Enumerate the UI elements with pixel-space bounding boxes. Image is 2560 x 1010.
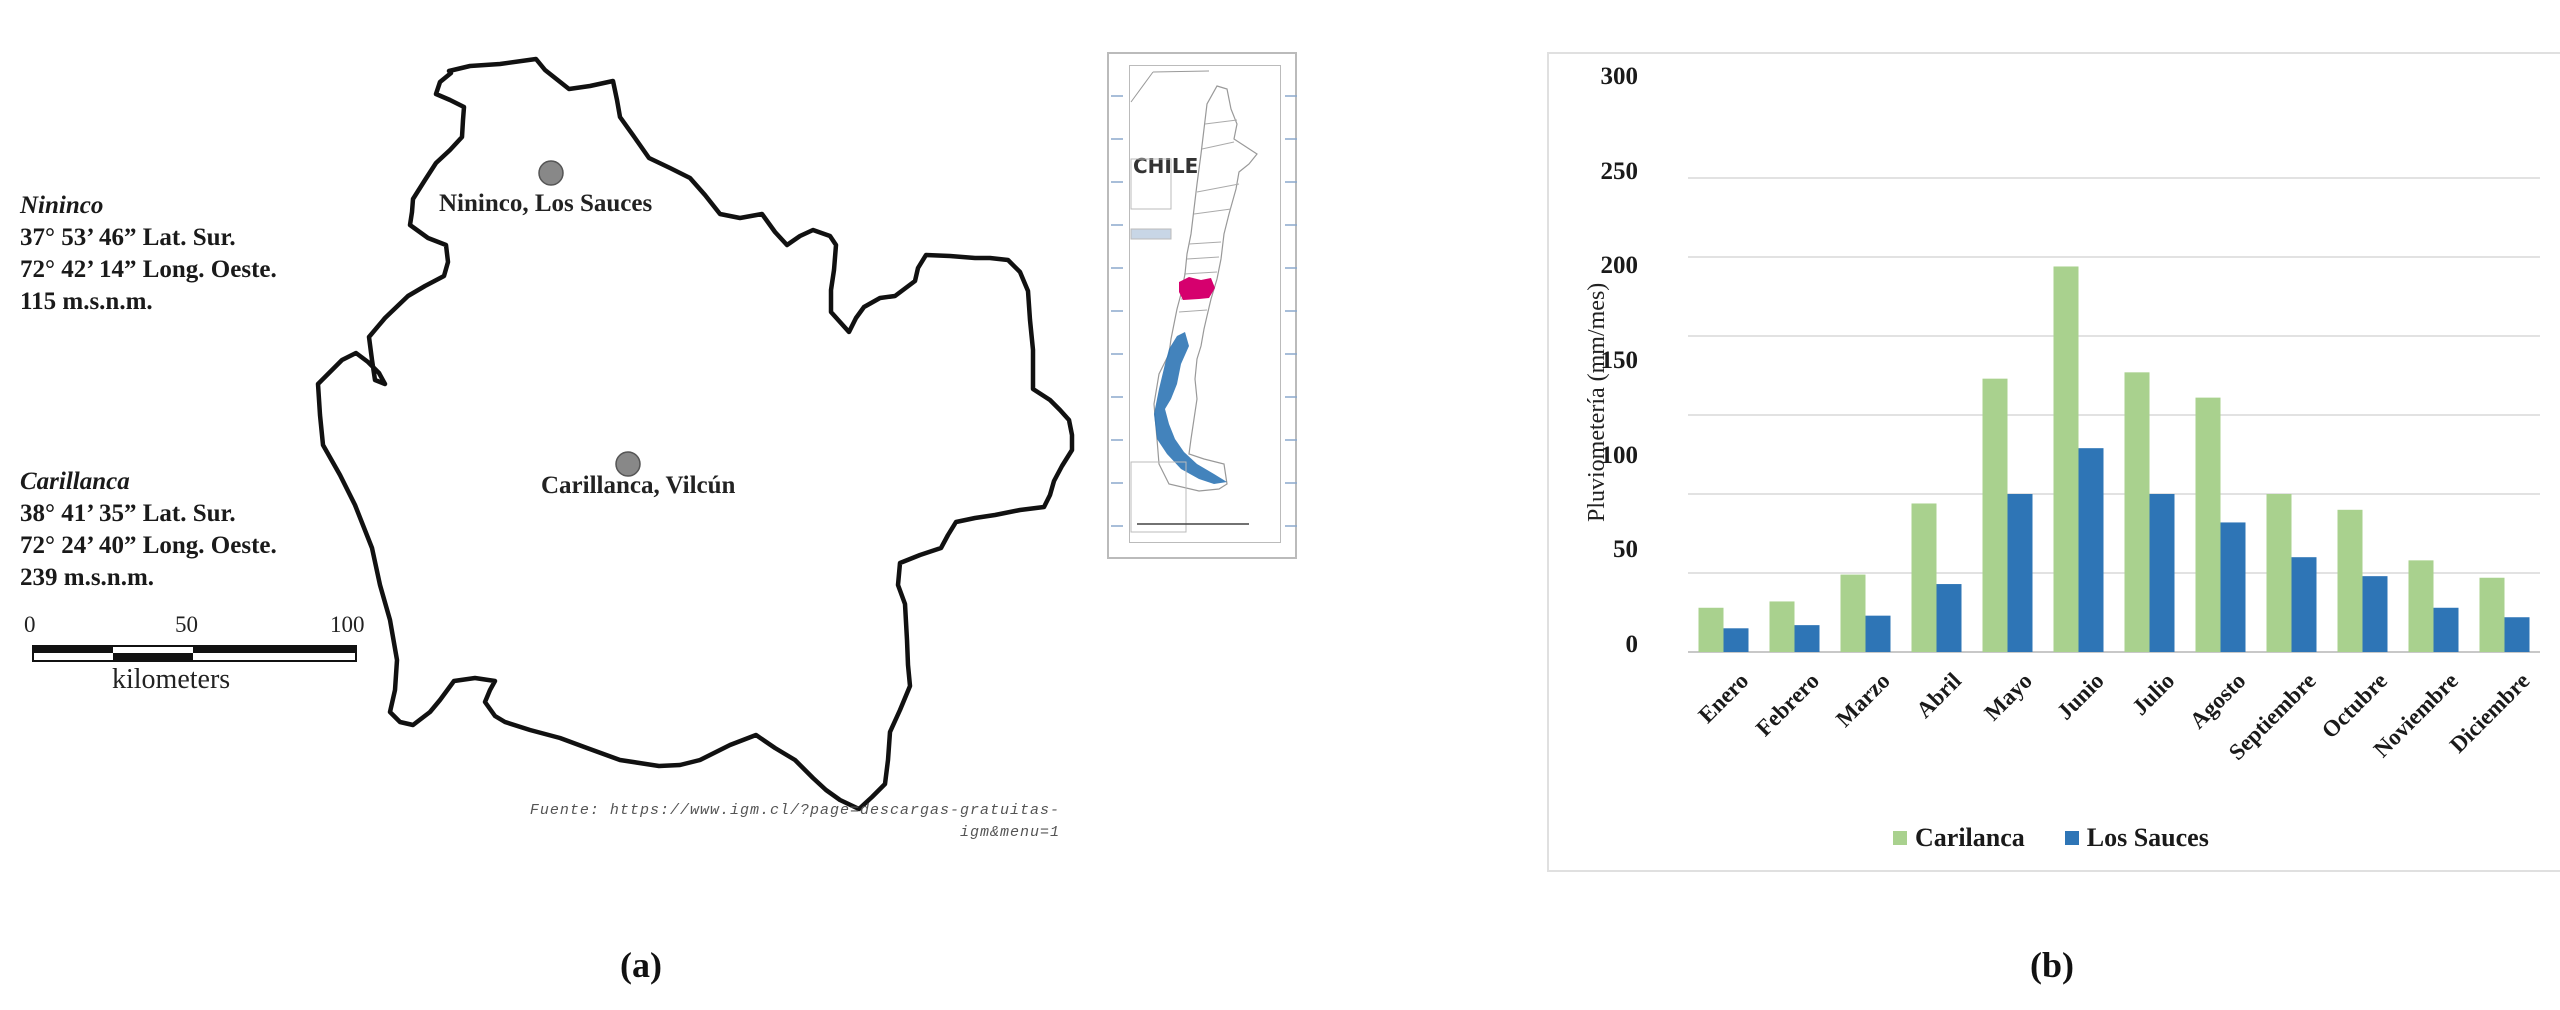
source-line-1: Fuente: https://www.igm.cl/?page=descarg…: [529, 802, 1060, 819]
station-info-carillanca: Carillanca 38° 41’ 35” Lat. Sur. 72° 24’…: [20, 466, 277, 594]
bar-los-sauces-mayo: [2007, 494, 2033, 652]
bar-los-sauces-enero: [1723, 628, 1749, 652]
bar-carilanca-mayo: [1982, 378, 2008, 652]
bar-los-sauces-diciembre: [2504, 617, 2530, 652]
station-lon: 72° 24’ 40” Long. Oeste.: [20, 532, 277, 559]
panel-label-b: (b): [2030, 945, 2074, 985]
chart-frame: [1547, 52, 2560, 872]
scale-unit: kilometers: [112, 664, 231, 695]
bar-los-sauces-agosto: [2220, 522, 2246, 652]
highlight-region: [1179, 277, 1215, 300]
bar-los-sauces-abril: [1936, 584, 1962, 652]
y-tick-0: 0: [1625, 631, 1639, 658]
station-lon: 72° 42’ 14” Long. Oeste.: [20, 256, 277, 283]
station-lat: 38° 41’ 35” Lat. Sur.: [20, 500, 236, 527]
inset-inner-frame: [1129, 65, 1281, 543]
station-alt: 239 m.s.n.m.: [20, 564, 155, 591]
source-citation: Fuente: https://www.igm.cl/?page=descarg…: [380, 800, 1060, 844]
panel-label-a: (a): [620, 945, 662, 985]
legend-label: Los Sauces: [2086, 823, 2209, 852]
legend-swatch-blue-icon: [2064, 831, 2079, 845]
inset-title: CHILE: [1133, 154, 1199, 178]
map-label-nininco: Nininco, Los Sauces: [439, 190, 653, 217]
y-tick-200: 200: [1600, 252, 1639, 279]
bar-los-sauces-septiembre: [2291, 557, 2317, 652]
bar-carilanca-marzo: [1840, 574, 1866, 652]
region-outline-map: [315, 56, 1075, 812]
bar-carilanca-abril: [1911, 503, 1937, 652]
station-marker-nininco: [538, 160, 564, 186]
y-tick-300: 300: [1600, 63, 1639, 90]
y-tick-250: 250: [1600, 158, 1639, 185]
y-tick-50: 50: [1613, 536, 1638, 563]
bar-los-sauces-noviembre: [2433, 607, 2459, 652]
bar-carilanca-septiembre: [2266, 494, 2292, 652]
scale-tick-50: 50: [175, 612, 198, 637]
bar-los-sauces-febrero: [1794, 625, 1820, 652]
bar-carilanca-julio: [2124, 372, 2150, 652]
legend-label: Carilanca: [1915, 823, 2025, 852]
bar-carilanca-octubre: [2337, 509, 2363, 652]
map-label-carillanca: Carillanca, Vilcún: [541, 472, 736, 499]
y-tick-150: 150: [1600, 347, 1639, 374]
scale-bar-graphic: [32, 645, 357, 662]
scale-bar: 0 50 100 kilometers: [20, 612, 365, 702]
bar-carilanca-enero: [1698, 607, 1724, 652]
bar-los-sauces-julio: [2149, 494, 2175, 652]
fjords-region: [1154, 332, 1227, 484]
bar-los-sauces-octubre: [2362, 576, 2388, 652]
bar-los-sauces-marzo: [1865, 615, 1891, 652]
station-lat: 37° 53’ 46” Lat. Sur.: [20, 224, 236, 251]
chile-inset-map: CHILE: [1107, 52, 1297, 559]
station-name: Carillanca: [20, 468, 130, 495]
scale-tick-100: 100: [330, 612, 365, 637]
legend-swatch-green-icon: [1893, 831, 1907, 845]
bar-carilanca-agosto: [2195, 397, 2221, 652]
bar-carilanca-junio: [2053, 266, 2079, 652]
bar-carilanca-noviembre: [2408, 560, 2434, 652]
bar-los-sauces-junio: [2078, 448, 2104, 652]
legend-item-carilanca: Carilanca: [1893, 823, 2025, 853]
station-name: Nininco: [20, 192, 104, 219]
source-line-2: igm&menu=1: [959, 824, 1060, 841]
legend-item-los-sauces: Los Sauces: [2064, 823, 2209, 853]
y-tick-100: 100: [1600, 442, 1639, 469]
chart-legend: Carilanca Los Sauces: [1893, 823, 2239, 853]
station-info-nininco: Nininco 37° 53’ 46” Lat. Sur. 72° 42’ 14…: [20, 190, 277, 318]
bar-carilanca-diciembre: [2479, 577, 2505, 652]
station-alt: 115 m.s.n.m.: [20, 288, 153, 315]
station-marker-carillanca: [615, 451, 641, 477]
chile-country-shape: [1111, 70, 1297, 533]
scale-tick-0: 0: [24, 612, 36, 637]
bar-carilanca-febrero: [1769, 601, 1795, 652]
